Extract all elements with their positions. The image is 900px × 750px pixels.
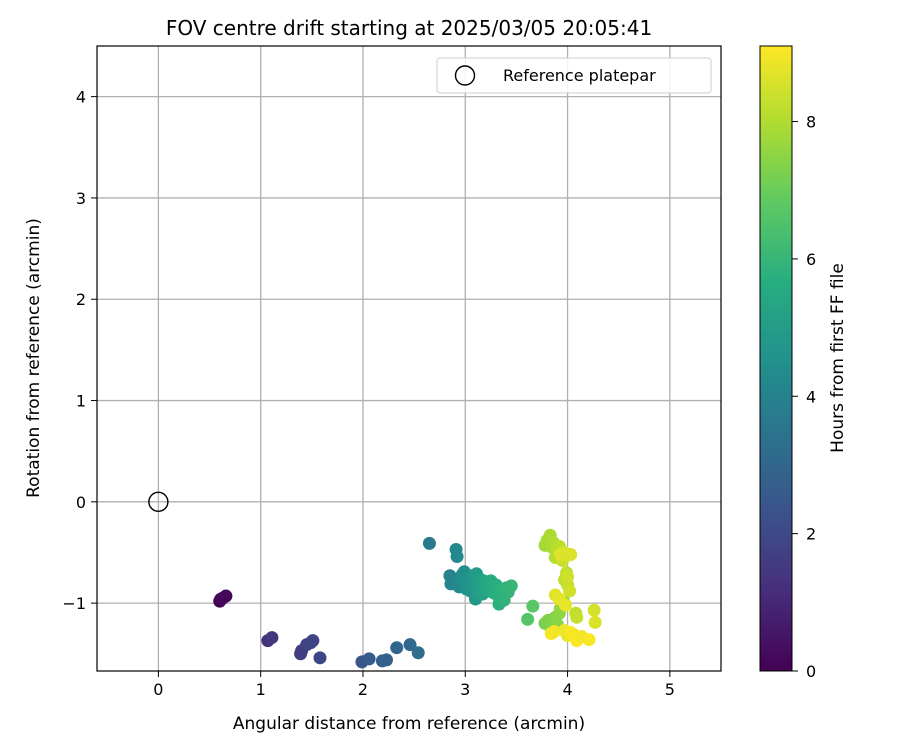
data-point	[559, 598, 573, 612]
data-point	[588, 615, 602, 629]
x-tick-label: 3	[460, 680, 470, 699]
x-tick-label: 4	[562, 680, 572, 699]
chart-title: FOV centre drift starting at 2025/03/05 …	[166, 16, 652, 40]
data-point	[587, 603, 601, 617]
colorbar-tick-label: 0	[806, 662, 816, 681]
legend-entry-label: Reference platepar	[503, 66, 656, 85]
data-point	[553, 548, 567, 562]
y-tick-label: 1	[76, 392, 86, 411]
colorbar-tick-label: 2	[806, 525, 816, 544]
grid	[97, 46, 721, 671]
y-axis-ticks: −1 0 1 2 3 4	[62, 88, 97, 613]
colorbar-label: Hours from first FF file	[828, 263, 848, 453]
colorbar-gradient	[759, 45, 793, 672]
x-tick-label: 2	[358, 680, 368, 699]
colorbar-tick-label: 4	[806, 387, 816, 406]
plot-frame	[96, 45, 722, 672]
colorbar-ticks: 0 2 4 6 8	[792, 113, 816, 681]
x-axis-ticks: 0 1 2 3 4 5	[153, 671, 675, 699]
data-point	[561, 570, 575, 584]
data-point	[294, 647, 308, 661]
colorbar-tick-label: 8	[806, 113, 816, 132]
data-point	[214, 592, 228, 606]
x-tick-label: 5	[665, 680, 675, 699]
data-point	[304, 636, 318, 650]
reference-point	[148, 491, 169, 513]
data-point	[563, 584, 577, 598]
data-point	[564, 548, 578, 562]
legend-marker	[454, 65, 476, 86]
data-point	[422, 536, 436, 550]
data-point	[526, 599, 540, 613]
reference-marker	[148, 491, 169, 513]
data-point	[570, 610, 584, 624]
y-tick-label: 4	[76, 88, 86, 107]
data-point	[547, 624, 561, 638]
data-point	[582, 633, 596, 647]
data-point	[390, 641, 404, 655]
data-points	[213, 528, 602, 669]
data-point	[411, 646, 425, 660]
legend-box	[436, 57, 712, 94]
data-point	[521, 612, 535, 626]
data-point	[450, 550, 464, 564]
data-point	[362, 652, 376, 666]
data-point	[379, 653, 393, 667]
y-tick-label: 2	[76, 290, 86, 309]
y-tick-label: 0	[76, 493, 86, 512]
y-tick-label: 3	[76, 189, 86, 208]
x-axis-label: Angular distance from reference (arcmin)	[233, 714, 585, 734]
colorbar: 0 2 4 6 8 Hours from first FF file	[759, 45, 848, 681]
y-tick-label: −1	[62, 594, 86, 613]
data-point	[265, 631, 279, 645]
x-tick-label: 1	[256, 680, 266, 699]
data-point	[403, 638, 417, 652]
colorbar-tick-label: 6	[806, 250, 816, 269]
data-point	[504, 579, 518, 593]
y-axis-label: Rotation from reference (arcmin)	[24, 218, 44, 498]
legend: Reference platepar	[436, 57, 712, 94]
data-point	[313, 651, 327, 665]
x-tick-label: 0	[153, 680, 163, 699]
